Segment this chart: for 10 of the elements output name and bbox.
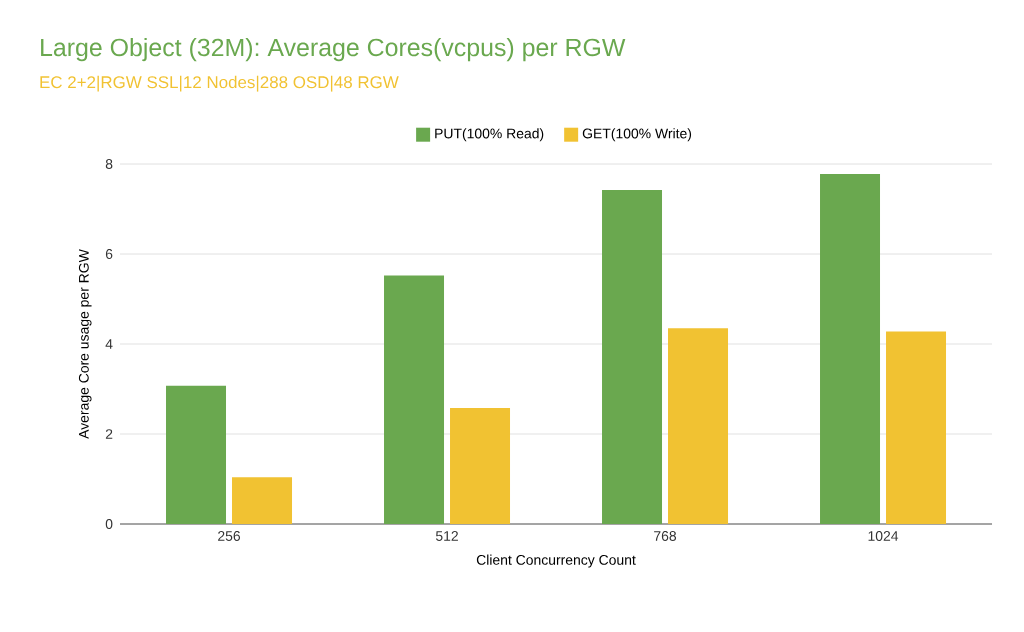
chart-subtitle: EC 2+2|RGW SSL|12 Nodes|288 OSD|48 RGW xyxy=(40,75,399,92)
bar xyxy=(820,173,881,524)
bar xyxy=(886,331,947,524)
bar xyxy=(450,407,511,524)
bar xyxy=(668,328,729,524)
chart-title: Large Object (32M): Average Cores(vcpus) per RGW xyxy=(41,37,626,62)
bar xyxy=(232,477,293,524)
bar xyxy=(602,190,663,524)
bar xyxy=(384,275,445,524)
bar xyxy=(166,385,227,524)
